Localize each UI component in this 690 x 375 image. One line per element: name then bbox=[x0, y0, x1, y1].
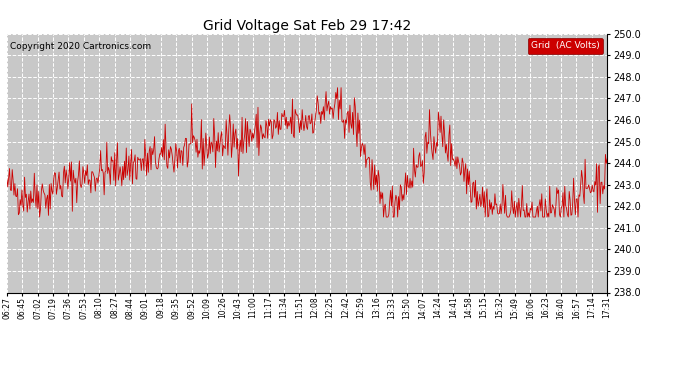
Title: Grid Voltage Sat Feb 29 17:42: Grid Voltage Sat Feb 29 17:42 bbox=[203, 19, 411, 33]
Text: Copyright 2020 Cartronics.com: Copyright 2020 Cartronics.com bbox=[10, 42, 151, 51]
Legend: Grid  (AC Volts): Grid (AC Volts) bbox=[528, 38, 602, 54]
